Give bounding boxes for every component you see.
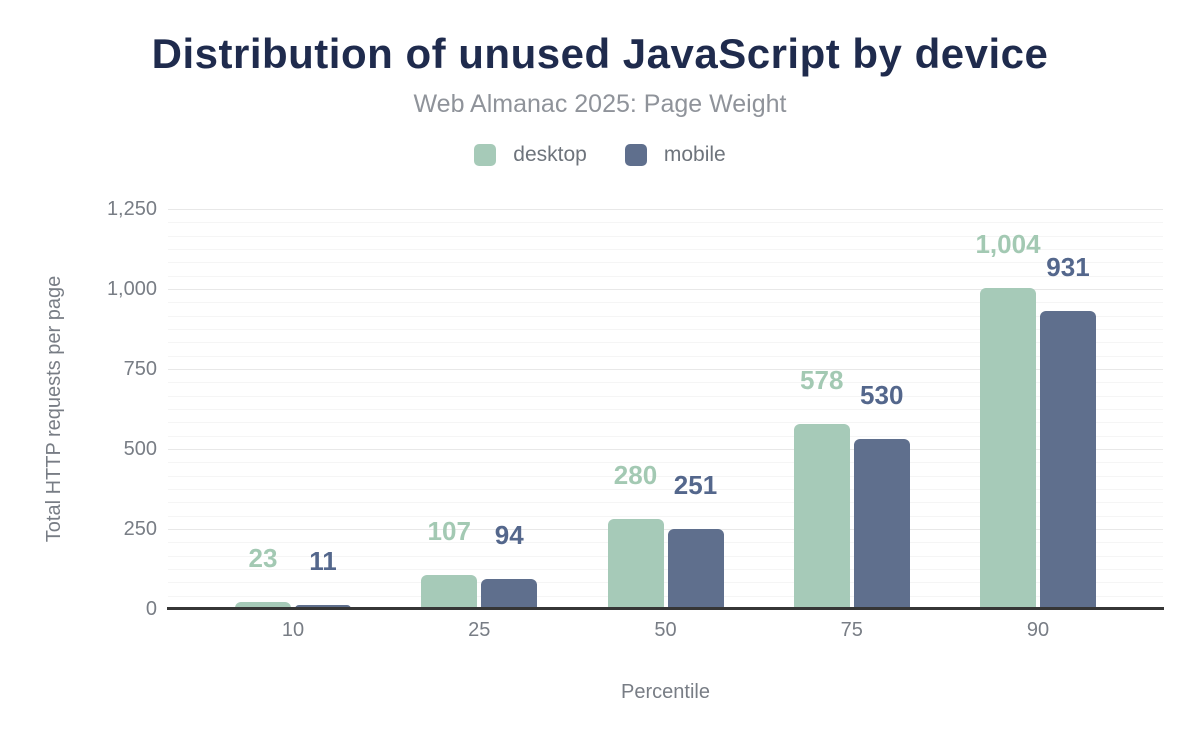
minor-gridline [168,262,1163,264]
bar-value-mobile-p75: 530 [860,380,904,411]
bar-value-desktop-p25: 107 [427,515,471,546]
minor-gridline [168,355,1163,357]
x-tick-label: 25 [468,619,491,641]
minor-gridline [168,342,1163,344]
legend: desktop mobile [0,143,1200,167]
bar-mobile-p75 [853,439,910,609]
minor-gridline [168,542,1163,544]
desktop-swatch [474,144,497,166]
y-tick-label: 250 [123,518,157,540]
major-gridline [168,529,1163,530]
minor-gridline [168,582,1163,584]
minor-gridline [168,555,1163,557]
minor-gridline [168,515,1163,517]
chart-subtitle: Web Almanac 2025: Page Weight [413,90,787,118]
minor-gridline [168,569,1163,570]
legend-label-mobile: mobile [663,143,726,166]
minor-gridline [168,329,1163,330]
mobile-swatch [624,144,647,166]
legend-label-desktop: desktop [513,143,587,166]
plot-area: 23 107 280 578 1,004 11 94 251 530 931 [168,209,1163,609]
bar-value-mobile-p50: 251 [673,469,718,500]
x-tick-label: 75 [840,619,863,641]
minor-gridline [168,409,1163,410]
minor-gridline [168,235,1163,237]
x-tick-label: 50 [654,619,677,641]
bar-mobile-p90 [1040,311,1096,609]
y-tick-label: 1,000 [106,278,157,300]
bar-mobile-p25 [481,578,538,609]
minor-gridline [168,435,1163,437]
bar-value-desktop-p75: 578 [800,365,844,396]
minor-gridline [168,275,1163,277]
legend-item-desktop: desktop [474,143,587,167]
bar-value-desktop-p50: 280 [613,460,658,491]
minor-gridline [168,462,1163,464]
minor-gridline [168,302,1163,304]
major-gridline [168,449,1163,450]
minor-gridline [168,502,1163,504]
minor-gridline [168,489,1163,490]
y-tick-label: 500 [123,438,157,460]
bar-value-desktop-p90: 1,004 [975,228,1041,259]
y-tick-label: 0 [145,598,157,620]
bar-mobile-p50 [667,528,724,609]
y-axis-title: Total HTTP requests per page [43,275,65,543]
x-tick-label: 10 [281,619,305,641]
y-tick-label: 750 [123,358,157,380]
minor-gridline [168,395,1163,397]
bar-desktop-p75 [793,424,850,609]
y-tick-label: 1,250 [106,198,157,220]
bar-value-mobile-p25: 94 [494,519,524,550]
x-axis-line [167,607,1164,610]
x-tick-label: 90 [1026,619,1050,641]
x-axis-title: Percentile [621,681,710,703]
bar-value-mobile-p90: 931 [1046,252,1090,283]
major-gridline [168,289,1163,290]
chart-title: Distribution of unused JavaScript by dev… [151,30,1049,77]
bar-desktop-p10 [235,601,291,609]
minor-gridline [168,315,1163,317]
bar-desktop-p90 [980,287,1036,609]
minor-gridline [168,422,1163,424]
bar-desktop-p25 [421,574,478,609]
minor-gridline [168,249,1163,250]
minor-gridline [168,475,1163,477]
bar-value-desktop-p10: 23 [248,542,278,573]
bar-desktop-p50 [607,519,664,609]
bar-value-mobile-p10: 11 [309,546,337,577]
major-gridline [168,369,1163,370]
minor-gridline [168,595,1163,597]
major-gridline [168,209,1163,210]
minor-gridline [168,382,1163,384]
legend-item-mobile: mobile [624,143,726,167]
minor-gridline [168,222,1163,224]
